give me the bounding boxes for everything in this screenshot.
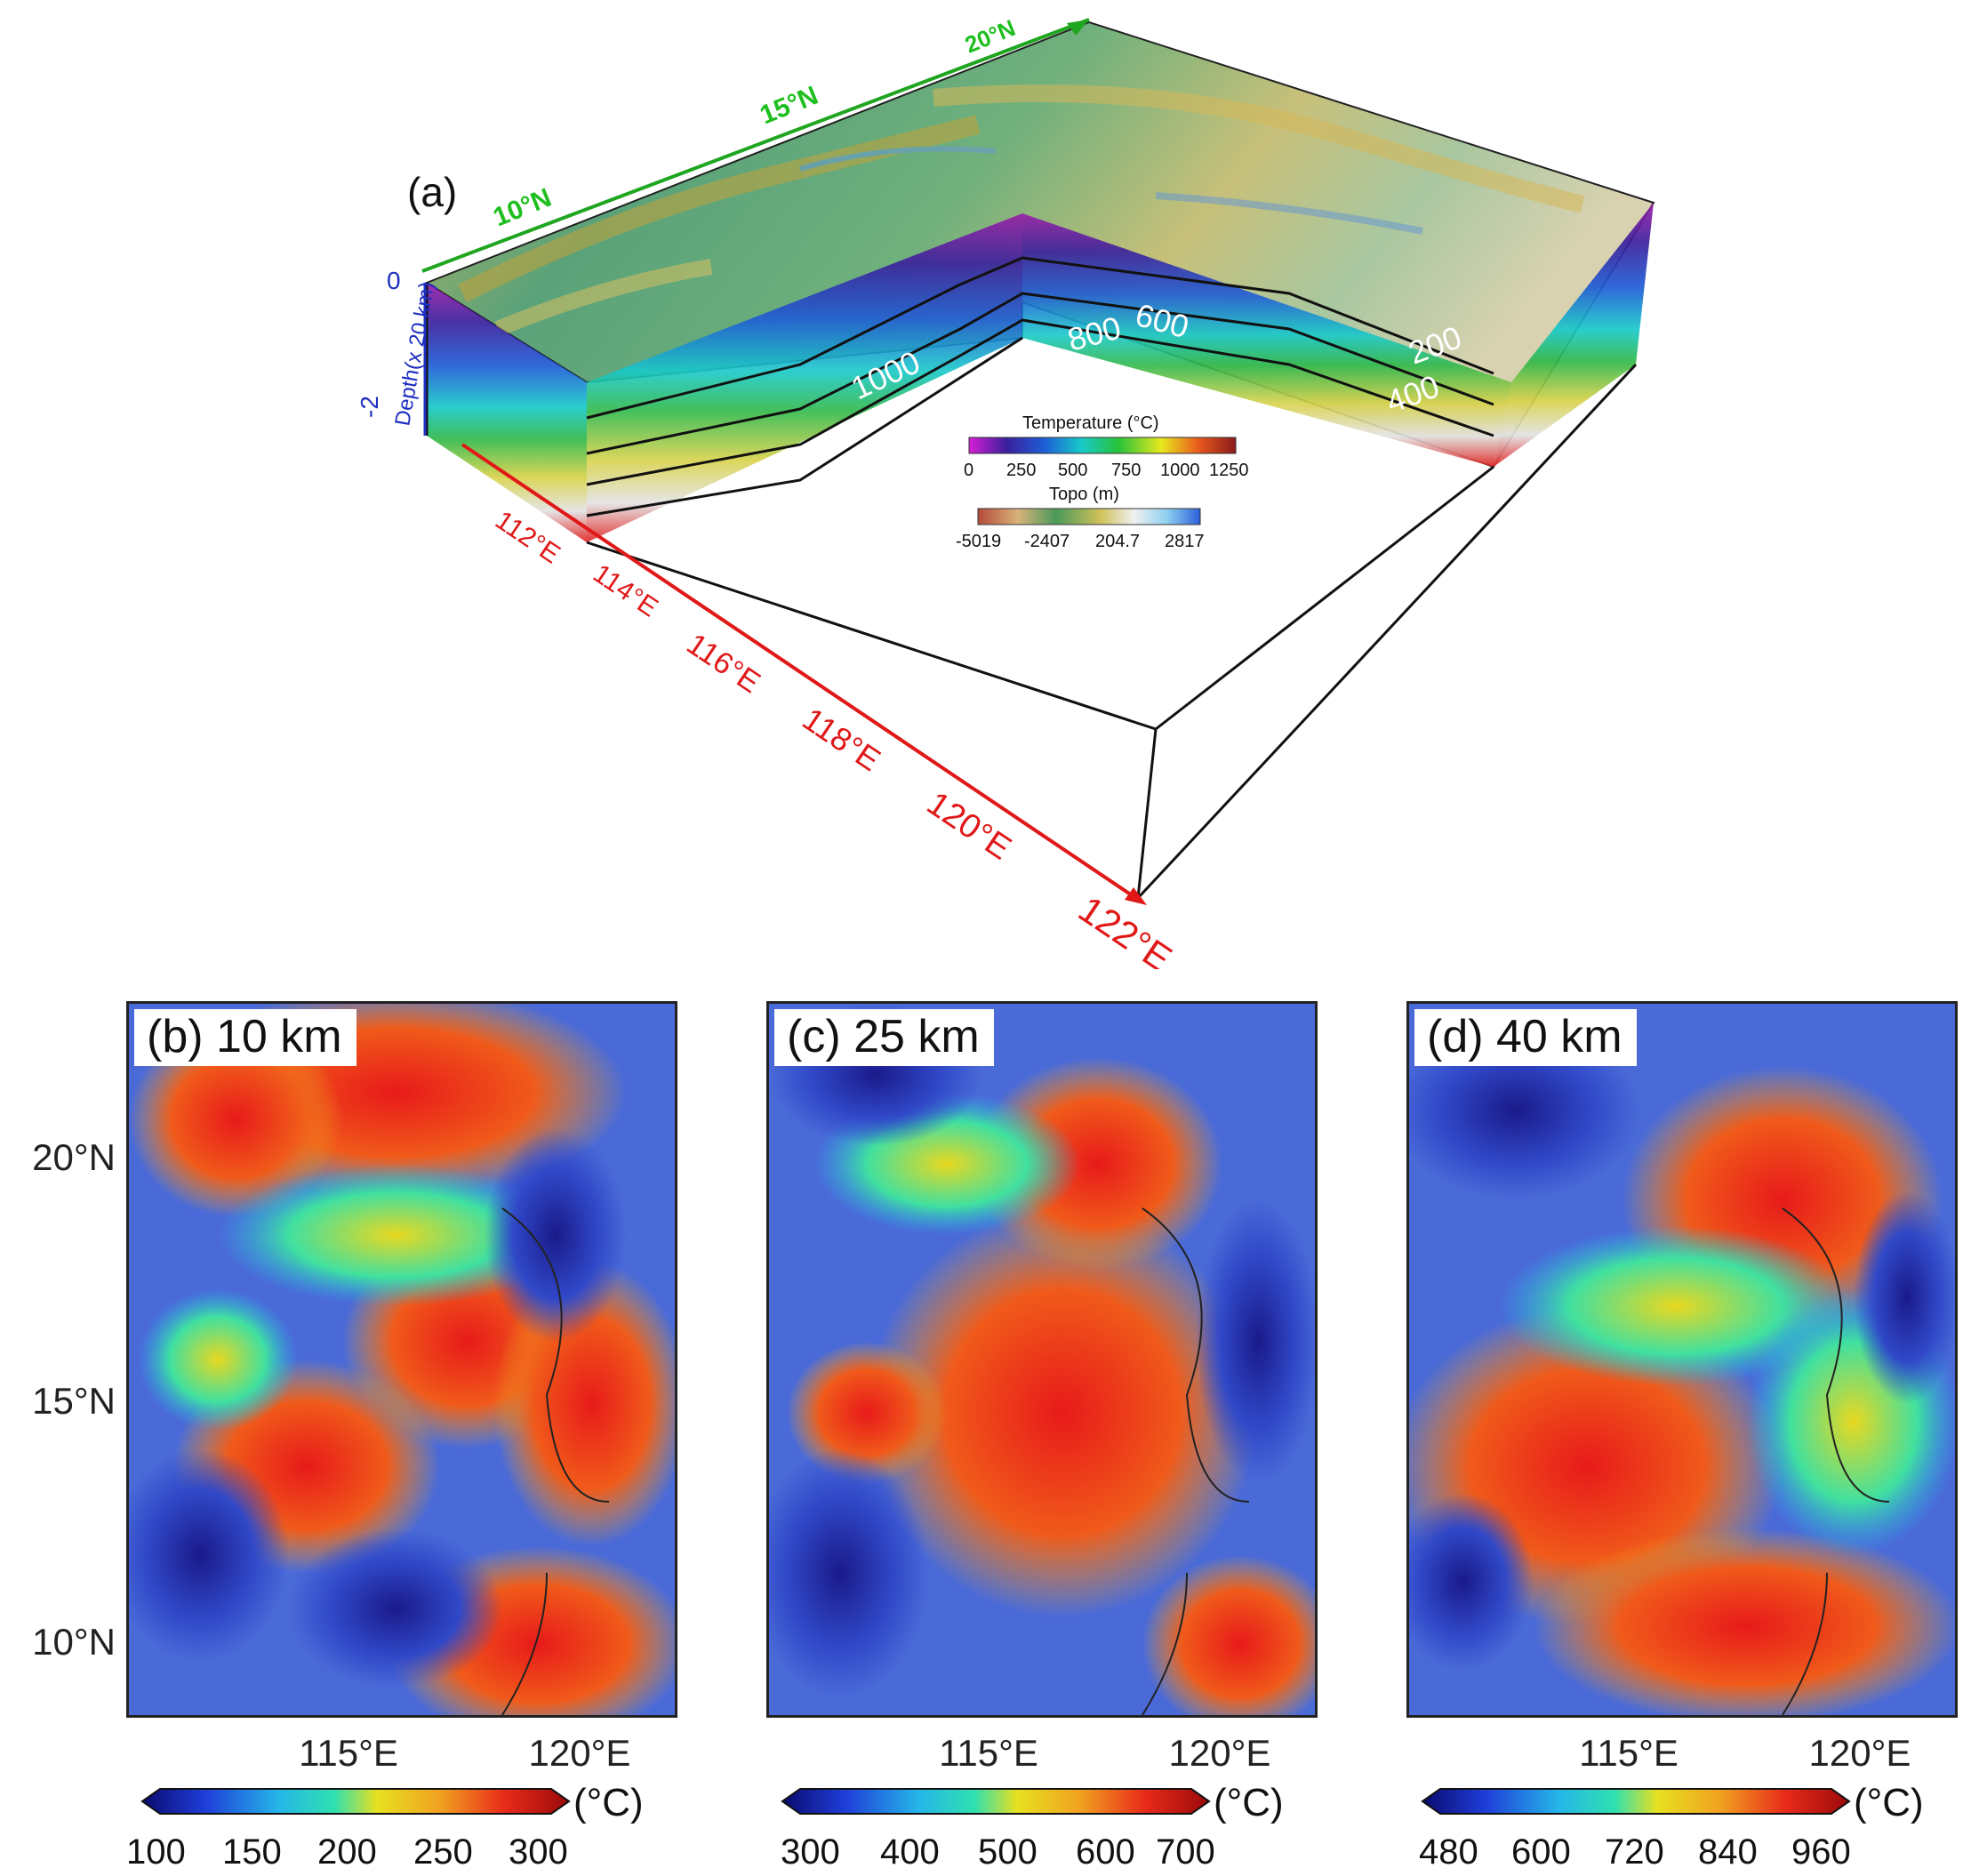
- svg-text:480: 480: [1419, 1832, 1478, 1872]
- svg-text:0: 0: [964, 461, 973, 480]
- lon-tick-122e: 122°E: [1071, 887, 1180, 969]
- y-tick-10n: 10°N: [32, 1621, 116, 1663]
- svg-text:720: 720: [1605, 1832, 1664, 1872]
- lon-tick-116e: 116°E: [681, 627, 766, 700]
- colorbar-b: (°C) 100 150 200 250 300: [126, 1781, 644, 1872]
- lon-axis-arrow: [1125, 887, 1147, 905]
- panel-d-heatmap: [1409, 1004, 1955, 1715]
- left-cross-section: [427, 283, 587, 542]
- colorbars: (°C) 100 150 200 250 300 (°C) 300 400 50…: [126, 1781, 1924, 1872]
- svg-text:300: 300: [509, 1832, 568, 1872]
- colorbar-d: (°C) 480 600 720 840 960: [1419, 1781, 1924, 1872]
- svg-text:500: 500: [978, 1832, 1038, 1872]
- terrain-texture: [458, 84, 1585, 337]
- colorbar-c: (°C) 300 400 500 600 700: [781, 1781, 1284, 1872]
- panel-d-label: (d) 40 km: [1414, 1009, 1637, 1066]
- x-tick-c-115e: 115°E: [939, 1732, 1038, 1774]
- lat-axis-arrow: [1067, 20, 1089, 36]
- panel-d-map: (d) 40 km: [1406, 1001, 1958, 1718]
- panel-b-label: (b) 10 km: [134, 1009, 357, 1066]
- right-cross-section: [1494, 203, 1654, 467]
- svg-text:2817: 2817: [1165, 532, 1205, 551]
- x-tick-d-115e: 115°E: [1579, 1732, 1679, 1774]
- svg-text:-5019: -5019: [956, 532, 1001, 551]
- svg-text:250: 250: [413, 1832, 473, 1872]
- colorbar-d-unit: (°C): [1854, 1781, 1924, 1824]
- temperature-legend-title: Temperature (°C): [1022, 413, 1159, 433]
- panel-b-map: (b) 10 km: [126, 1001, 677, 1718]
- svg-text:840: 840: [1698, 1832, 1758, 1872]
- panel-c-map: (c) 25 km: [766, 1001, 1318, 1718]
- lon-tick-114e: 114°E: [588, 558, 663, 622]
- temperature-legend-bar: [968, 437, 1237, 454]
- lat-axis: [421, 18, 1090, 273]
- x-tick-b-115e: 115°E: [299, 1732, 398, 1774]
- inner-cross-section-east: [1022, 213, 1511, 467]
- x-tick-c-120e: 120°E: [1168, 1732, 1271, 1774]
- topo-legend-ticks: -5019 -2407 204.7 2817: [956, 532, 1205, 551]
- isotherm-lines: [586, 256, 1494, 517]
- colorbar-c-unit: (°C): [1214, 1781, 1284, 1824]
- y-tick-20n: 20°N: [32, 1136, 116, 1178]
- depth-tick-0: 0: [387, 267, 401, 294]
- depth-tick-minus2: -2: [356, 396, 383, 418]
- panel-c-label: (c) 25 km: [774, 1009, 994, 1066]
- svg-text:600: 600: [1076, 1832, 1135, 1872]
- svg-text:150: 150: [222, 1832, 282, 1872]
- svg-text:600: 600: [1511, 1832, 1571, 1872]
- lat-tick-20n: 20°N: [961, 14, 1019, 59]
- y-tick-15n: 15°N: [32, 1380, 116, 1422]
- svg-text:100: 100: [126, 1832, 186, 1872]
- x-tick-d-120e: 120°E: [1808, 1732, 1911, 1774]
- panel-a-block-diagram: 10°N 15°N 20°N 112°E 114°E 116°E 118°E 1…: [356, 14, 1655, 969]
- lon-axis: [461, 443, 1144, 904]
- svg-text:250: 250: [1006, 461, 1036, 480]
- svg-text:960: 960: [1791, 1832, 1851, 1872]
- inner-cross-section-west: [587, 213, 1022, 542]
- svg-text:400: 400: [880, 1832, 940, 1872]
- panel-b-heatmap: [129, 1004, 675, 1715]
- svg-text:-2407: -2407: [1024, 532, 1070, 551]
- temperature-legend-ticks: 0 250 500 750 1000 1250: [964, 461, 1249, 480]
- svg-text:750: 750: [1111, 461, 1141, 480]
- lon-tick-120e: 120°E: [920, 785, 1018, 868]
- box-outline: [425, 283, 1638, 900]
- topo-legend-bar: [977, 508, 1201, 525]
- panel-a-label: (a): [407, 169, 457, 215]
- svg-text:500: 500: [1058, 461, 1087, 480]
- lon-tick-118e: 118°E: [797, 701, 887, 779]
- x-tick-b-120e: 120°E: [528, 1732, 631, 1774]
- svg-text:700: 700: [1156, 1832, 1215, 1872]
- svg-text:1250: 1250: [1209, 461, 1249, 480]
- colorbar-b-unit: (°C): [573, 1781, 644, 1824]
- topo-legend-title: Topo (m): [1049, 485, 1119, 504]
- svg-text:1000: 1000: [1160, 461, 1200, 480]
- svg-text:200: 200: [317, 1832, 377, 1872]
- svg-text:300: 300: [781, 1832, 840, 1872]
- svg-text:204.7: 204.7: [1095, 532, 1140, 551]
- panel-c-heatmap: [769, 1004, 1315, 1715]
